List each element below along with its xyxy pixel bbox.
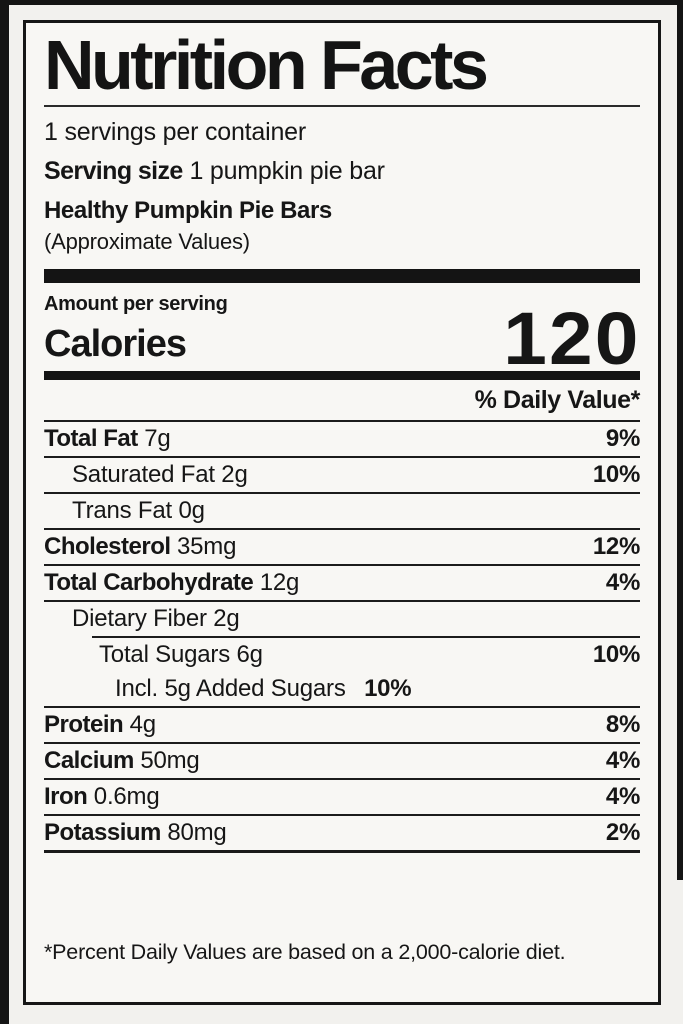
section-bar-medium (44, 371, 640, 380)
calories-row: Calories 120 (44, 302, 640, 376)
daily-value-footnote: *Percent Daily Values are based on a 2,0… (44, 940, 566, 964)
nutrient-row: Total Carbohydrate 12g 4% (44, 566, 640, 600)
nutrient-name: Saturated Fat (72, 461, 215, 488)
calories-value: 120 (502, 297, 640, 380)
nutrient-daily-value: 8% (605, 711, 640, 738)
nutrient-text: Cholesterol 35mg (44, 533, 236, 561)
nutrient-text: Trans Fat 0g (72, 497, 205, 525)
nutrient-name: Incl. 5g Added Sugars (115, 675, 346, 702)
photo-frame-right (677, 0, 683, 880)
nutrient-name: Potassium (44, 819, 161, 846)
nutrient-row: Total Fat 7g 9% (44, 422, 640, 456)
nutrient-row: Saturated Fat 2g 10% (44, 458, 640, 492)
serving-size-line: Serving size 1 pumpkin pie bar (44, 155, 640, 188)
nutrient-inline-daily-value: 10% (364, 675, 412, 702)
nutrient-name: Total Carbohydrate (44, 569, 254, 596)
row-divider (92, 636, 640, 638)
nutrient-amount: 0g (178, 497, 205, 524)
nutrient-amount: 80mg (167, 819, 227, 846)
title-divider (44, 105, 640, 107)
nutrient-amount: 50mg (140, 747, 200, 774)
nutrient-text: Protein 4g (44, 711, 156, 739)
nutrient-amount: 35mg (177, 533, 237, 560)
nutrient-amount: 4g (129, 711, 156, 738)
nutrient-amount: 2g (221, 461, 248, 488)
photo-frame-left (0, 0, 9, 1024)
nutrient-row: Protein 4g 8% (44, 708, 640, 742)
nutrient-name: Total Sugars (99, 641, 231, 668)
daily-value-header: % Daily Value* (44, 385, 640, 422)
nutrient-row: Total Sugars 6g 10% (44, 638, 640, 672)
nutrient-daily-value: 10% (592, 641, 640, 668)
nutrient-name: Cholesterol (44, 533, 171, 560)
product-name: Healthy Pumpkin Pie Bars (44, 197, 332, 224)
calories-label: Calories (44, 323, 187, 365)
nutrient-row: Dietary Fiber 2g (44, 602, 640, 636)
nutrient-text: Saturated Fat 2g (72, 461, 248, 489)
section-bar-thick (44, 269, 640, 283)
servings-per-container: 1 servings per container (44, 118, 307, 146)
nutrient-name: Iron (44, 783, 88, 810)
nutrient-name: Dietary Fiber (72, 605, 207, 632)
nutrient-name: Total Fat (44, 425, 138, 452)
nutrient-text: Iron 0.6mg (44, 783, 160, 811)
nutrient-name: Trans Fat (72, 497, 173, 524)
nutrient-text: Dietary Fiber 2g (72, 605, 240, 633)
row-divider (44, 814, 640, 816)
serving-size-label: Serving size (44, 157, 183, 185)
nutrient-row: Cholesterol 35mg 12% (44, 530, 640, 564)
row-divider (44, 778, 640, 780)
nutrient-name: Protein (44, 711, 124, 738)
nutrient-amount: 2g (213, 605, 240, 632)
row-divider (44, 456, 640, 458)
nutrient-text: Total Carbohydrate 12g (44, 569, 299, 597)
row-divider (44, 564, 640, 566)
nutrient-daily-value: 9% (605, 425, 640, 452)
nutrient-table: Total Fat 7g 9% Saturated Fat 2g 10% Tra… (44, 422, 640, 850)
row-divider (44, 742, 640, 744)
table-bottom-rule (44, 850, 640, 853)
nutrient-amount: 0.6mg (93, 783, 160, 810)
row-divider (44, 706, 640, 708)
row-divider (44, 492, 640, 494)
nutrient-daily-value: 4% (605, 747, 640, 774)
photo-frame-top (0, 0, 683, 5)
nutrient-text: Incl. 5g Added Sugars 10% (115, 675, 412, 703)
nutrient-amount: 7g (144, 425, 171, 452)
nutrient-row: Incl. 5g Added Sugars 10% (44, 672, 640, 706)
nutrient-text: Potassium 80mg (44, 819, 227, 847)
nutrient-daily-value: 12% (592, 533, 640, 560)
nutrient-daily-value: 4% (605, 569, 640, 596)
nutrient-text: Calcium 50mg (44, 747, 200, 775)
nutrient-daily-value: 4% (605, 783, 640, 810)
nutrient-daily-value: 10% (592, 461, 640, 488)
nutrient-row: Trans Fat 0g (44, 494, 640, 528)
nutrient-name: Calcium (44, 747, 134, 774)
nutrient-row: Potassium 80mg 2% (44, 816, 640, 850)
row-divider (44, 600, 640, 602)
nutrient-text: Total Fat 7g (44, 425, 171, 453)
nutrient-amount: 6g (236, 641, 263, 668)
label-title: Nutrition Facts (44, 26, 489, 104)
amount-per-serving: Amount per serving (44, 293, 228, 315)
serving-size-value: 1 pumpkin pie bar (189, 157, 385, 185)
nutrient-daily-value: 2% (605, 819, 640, 846)
product-note: (Approximate Values) (44, 229, 250, 254)
nutrient-text: Total Sugars 6g (99, 641, 263, 669)
nutrient-amount: 12g (259, 569, 300, 596)
nutrient-row: Iron 0.6mg 4% (44, 780, 640, 814)
nutrition-facts-label: Nutrition Facts 1 servings per container… (23, 20, 661, 1005)
nutrient-row: Calcium 50mg 4% (44, 744, 640, 778)
row-divider (44, 528, 640, 530)
